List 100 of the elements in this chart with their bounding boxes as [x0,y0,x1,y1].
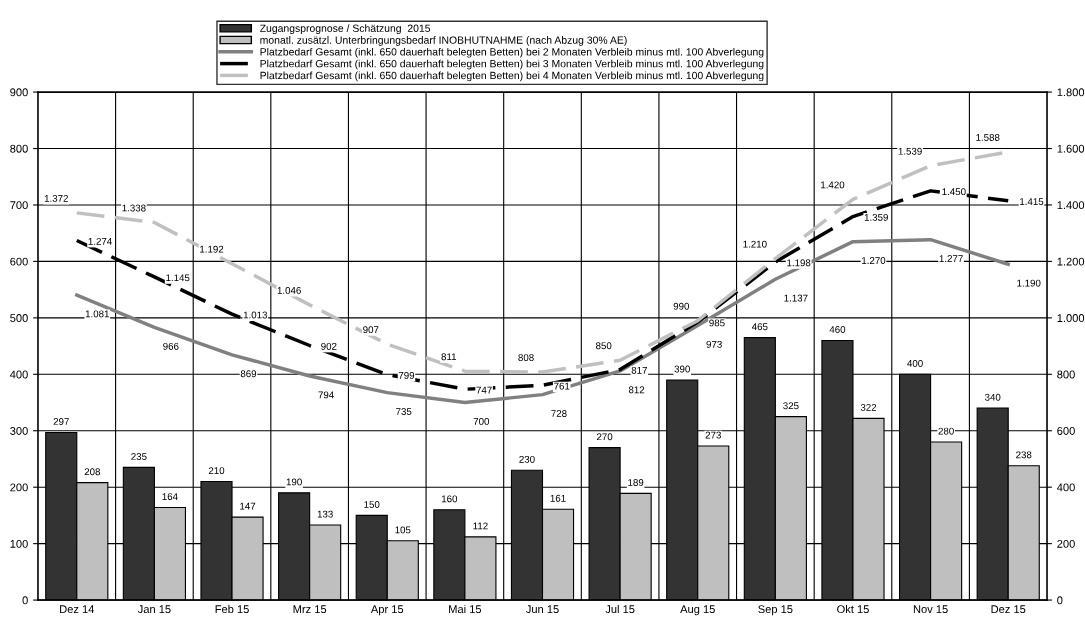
data-label: 1.013 [243,311,268,319]
data-label: 1.081 [85,310,109,318]
x-tick-label: Aug 15 [680,605,715,616]
y-tick-label: 300 [10,427,28,435]
data-label: 735 [396,408,412,415]
data-label: 150 [364,501,380,508]
legend-label: Platzbedarf Gesamt (inkl. 650 dauerhaft belegten Betten) bei 4 Monaten Verbleib minus mtl. 100 Abverlegung [260,71,764,82]
data-label: 1.198 [787,259,811,267]
data-label: 1.588 [976,134,1000,141]
y-tick-label: 700 [10,201,28,210]
data-label: 902 [321,342,337,350]
data-label: 147 [240,502,256,510]
data-label: 280 [938,427,954,435]
data-label: 238 [1016,451,1032,459]
data-label: 1.270 [862,257,886,264]
data-label: 761 [554,382,570,390]
x-tick-label: Mai 15 [449,604,482,614]
data-label: 817 [631,366,647,374]
data-label: 210 [208,467,225,475]
data-label: 1.274 [88,237,112,245]
x-tick-label: Apr 15 [370,605,404,616]
data-label: 1.372 [44,194,68,202]
data-label: 1.190 [1017,279,1041,287]
x-tick-label: Jun 15 [525,605,559,614]
legend-label: Platzbedarf Gesamt (inkl. 650 dauerhaft belegten Betten) bei 2 Monaten Verbleib minus mtl. 100 Abverlegung [260,47,764,58]
y-tick-label: 500 [10,314,28,322]
data-label: 1.137 [784,294,808,302]
data-label: 1.192 [200,245,224,253]
data-label: 400 [907,359,923,367]
data-label: 794 [318,391,334,399]
data-label: 112 [473,522,488,530]
data-label: 322 [860,403,877,411]
y2-tick-label: 800 [1057,370,1075,379]
data-label: 235 [131,453,147,460]
legend-label: monatl. zusätzl. Unterbringungsbedarf INOBHUTNAHME (nach Abzug 30% AE) [260,36,627,46]
y-tick-label: 0 [22,596,28,605]
data-label: 1.277 [939,255,963,262]
legend-label: Zugangsprognose / Schätzung 2015 [260,24,431,35]
legend-label: Platzbedarf Gesamt (inkl. 650 dauerhaft belegten Betten) bei 3 Monaten Verbleib minus mtl. 100 Abverlegung [260,59,764,70]
x-tick-label: Jul 15 [605,604,635,614]
data-label: 966 [163,342,179,350]
x-tick-label: Dez 14 [60,605,95,614]
data-label: 325 [783,402,799,410]
data-label: 1.210 [743,240,767,248]
data-label: 465 [751,323,768,331]
x-tick-label: Nov 15 [913,605,948,614]
y-tick-label: 900 [10,88,28,97]
data-label: 1.539 [898,147,922,155]
y2-tick-label: 200 [1057,539,1075,548]
data-label: 160 [441,495,458,503]
y2-tick-label: 1.400 [1057,201,1085,210]
y2-tick-label: 1.800 [1057,88,1085,97]
y2-tick-label: 1.200 [1057,257,1085,266]
data-label: 1.046 [277,286,301,294]
data-label: 133 [317,510,333,518]
y-tick-label: 200 [10,483,28,492]
data-label: 164 [162,493,178,501]
data-label: 990 [673,302,690,310]
x-tick-label: Mrz 15 [293,605,327,614]
data-label: 161 [550,494,566,502]
data-label: 808 [518,354,534,362]
x-tick-label: Dez 15 [991,605,1026,614]
data-label: 390 [674,365,690,373]
data-label: 1.338 [122,204,146,212]
data-label: 340 [984,393,1001,401]
data-label: 747 [476,386,492,394]
data-label: 1.450 [942,188,966,196]
data-label: 208 [84,468,100,476]
y-tick-label: 800 [10,144,28,153]
data-label: 869 [240,370,257,378]
data-label: 189 [628,479,644,486]
data-label: 907 [363,326,379,334]
data-label: 297 [53,418,69,425]
y-tick-label: 600 [10,257,28,266]
data-label: 700 [473,417,490,425]
data-label: 1.420 [821,181,845,189]
data-label: 811 [441,353,457,361]
data-label: 728 [551,410,567,417]
data-label: 105 [395,526,411,534]
x-tick-label: Feb 15 [215,604,249,614]
data-label: 460 [829,326,846,333]
y-tick-label: 100 [10,539,28,548]
y2-tick-label: 400 [1057,483,1075,492]
y2-tick-label: 1.000 [1057,314,1085,322]
data-label: 1.145 [166,274,190,282]
data-label: 190 [286,478,302,486]
data-label: 799 [398,371,415,379]
y-tick-label: 400 [9,370,28,379]
data-label: 230 [519,455,535,463]
y2-tick-label: 600 [1057,427,1075,435]
y2-tick-label: 0 [1057,596,1063,605]
data-label: 812 [628,386,645,394]
data-label: 973 [706,340,722,348]
x-tick-label: Sep 15 [758,605,793,616]
x-tick-label: Jan 15 [137,605,171,614]
data-label: 1.415 [1020,198,1044,205]
data-label: 270 [596,433,613,441]
data-label: 273 [705,431,721,439]
data-label: 850 [595,342,612,350]
y2-tick-label: 1.600 [1057,144,1085,153]
